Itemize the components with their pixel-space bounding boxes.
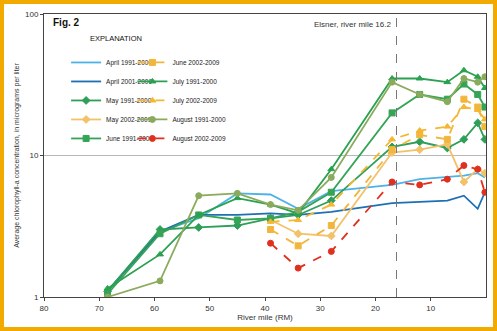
svg-text:Average chlorophyll-a concentr: Average chlorophyll-a concentration, in … bbox=[13, 62, 21, 247]
svg-text:July 2002-2009: July 2002-2009 bbox=[172, 97, 217, 105]
svg-text:River mile (RM): River mile (RM) bbox=[237, 313, 293, 322]
svg-text:Elsner, river mile 16.2: Elsner, river mile 16.2 bbox=[314, 20, 391, 29]
svg-text:20: 20 bbox=[371, 304, 380, 313]
svg-text:70: 70 bbox=[95, 304, 104, 313]
svg-text:60: 60 bbox=[150, 304, 159, 313]
svg-text:50: 50 bbox=[205, 304, 214, 313]
svg-text:100: 100 bbox=[25, 10, 39, 19]
svg-text:10: 10 bbox=[29, 151, 38, 160]
svg-text:Fig. 2: Fig. 2 bbox=[53, 17, 80, 28]
svg-text:June 1991-2000: June 1991-2000 bbox=[106, 135, 154, 142]
svg-text:80: 80 bbox=[40, 304, 49, 313]
svg-text:30: 30 bbox=[316, 304, 325, 313]
svg-text:August 2002-2009: August 2002-2009 bbox=[172, 135, 226, 143]
svg-text:10: 10 bbox=[426, 304, 435, 313]
svg-text:August 1991-2000: August 1991-2000 bbox=[172, 116, 226, 124]
svg-text:July 1991-2000: July 1991-2000 bbox=[172, 78, 217, 86]
svg-text:June 2002-2009: June 2002-2009 bbox=[172, 59, 219, 66]
svg-text:May 2002-2009: May 2002-2009 bbox=[106, 116, 152, 123]
svg-text:EXPLANATION: EXPLANATION bbox=[90, 34, 142, 43]
svg-text:April 1991-2000: April 1991-2000 bbox=[106, 59, 152, 66]
svg-text:May 1991-2000: May 1991-2000 bbox=[106, 97, 152, 104]
svg-text:1: 1 bbox=[34, 293, 39, 302]
svg-text:April 2001-2009: April 2001-2009 bbox=[106, 78, 152, 85]
svg-text:40: 40 bbox=[261, 304, 270, 313]
